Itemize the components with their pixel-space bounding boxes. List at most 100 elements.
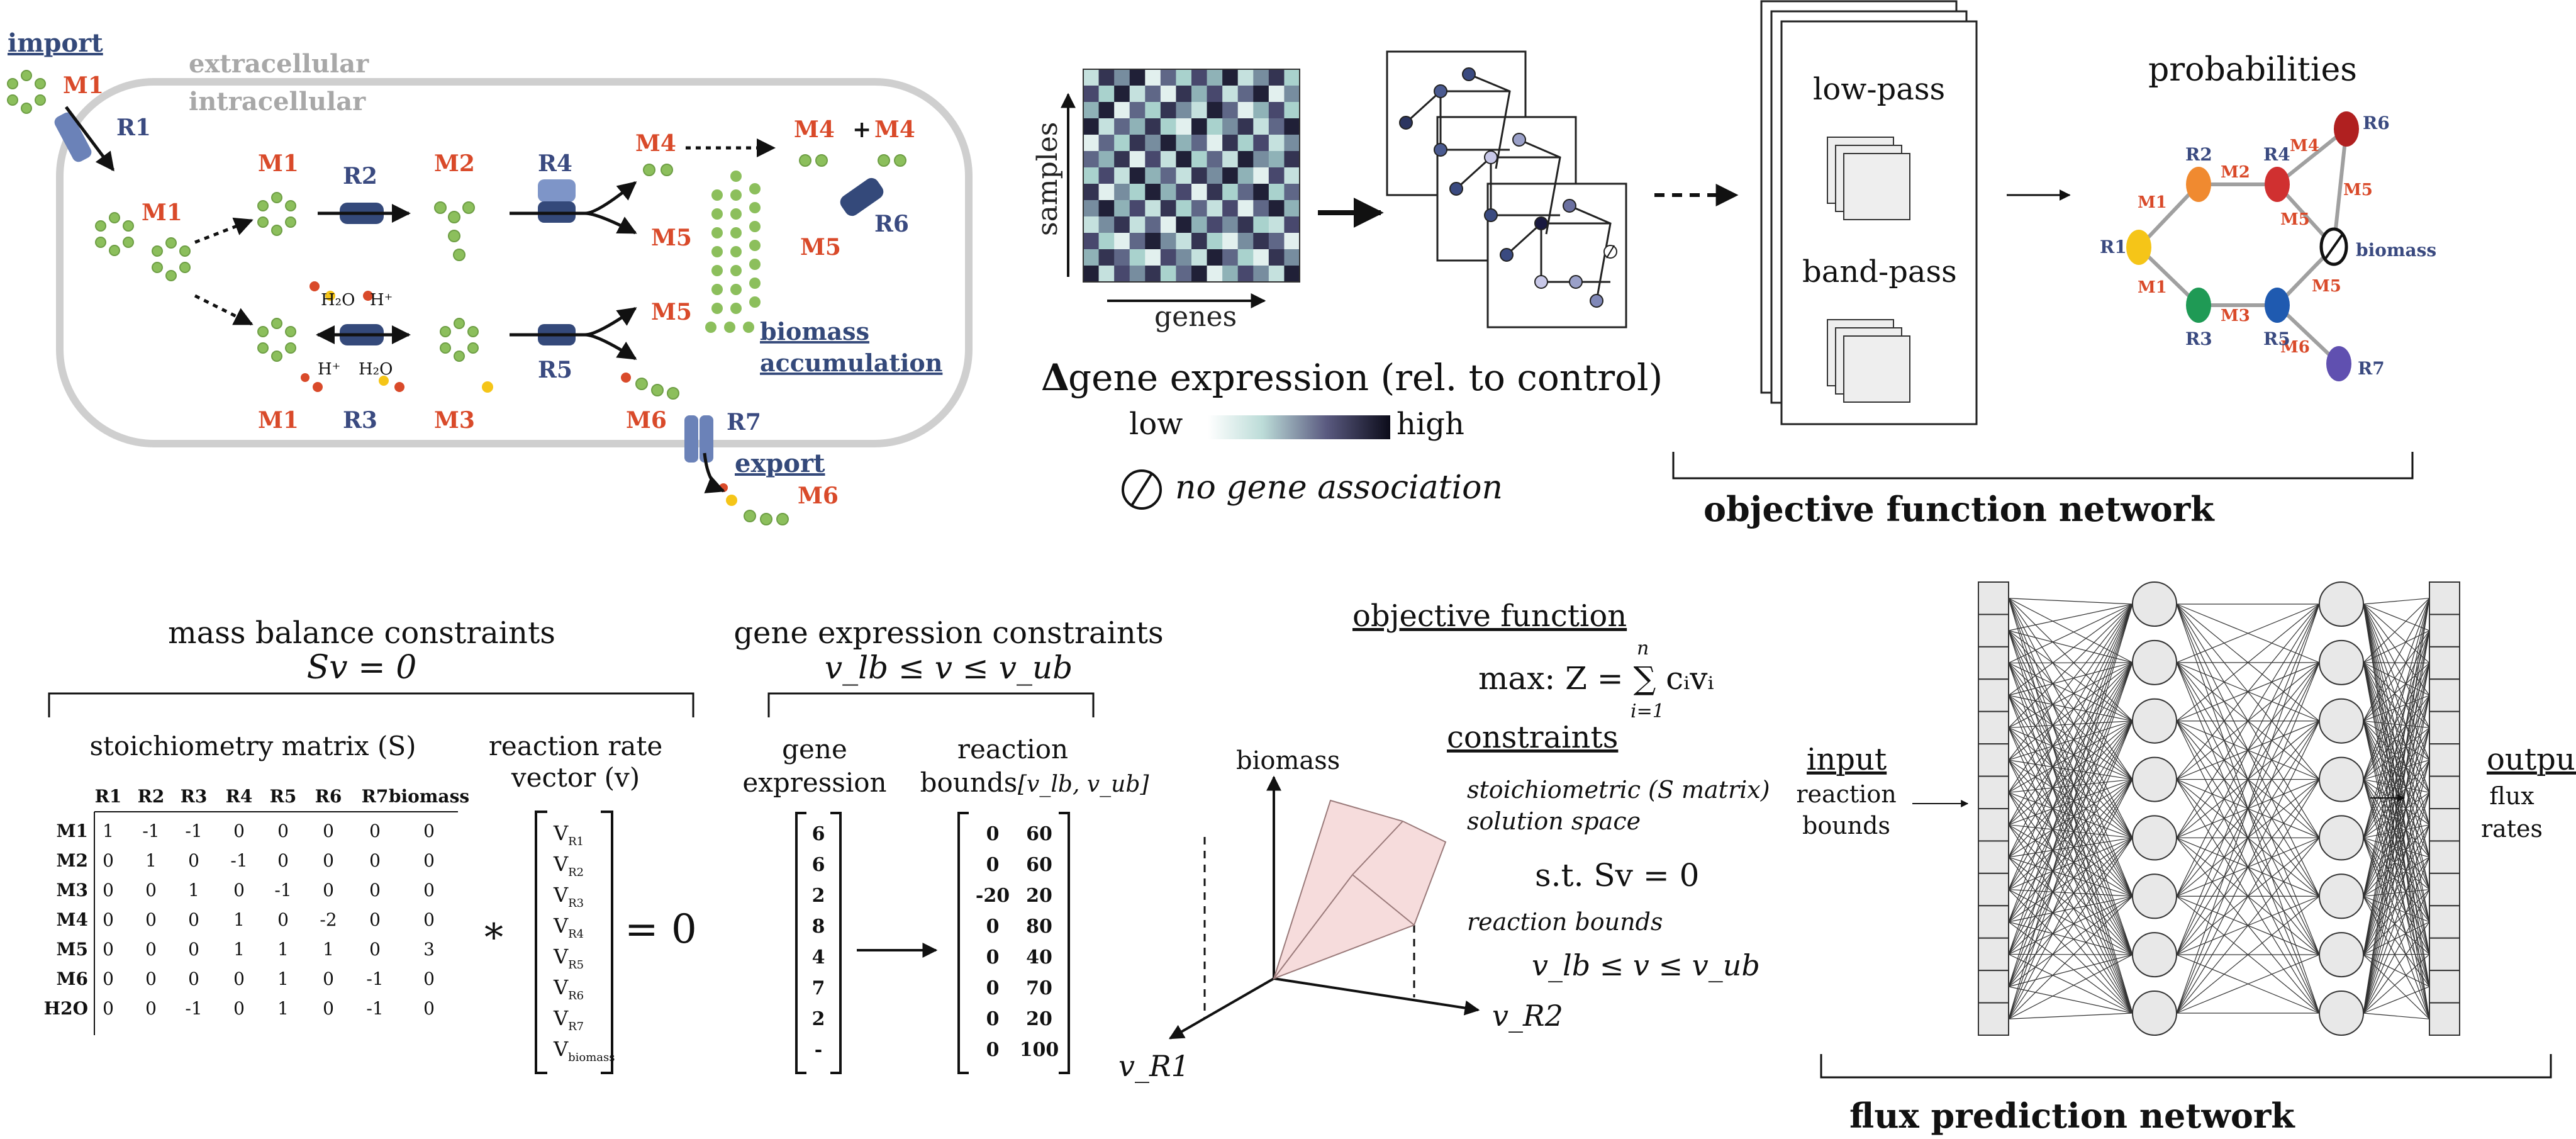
m2-label: M2	[434, 150, 475, 177]
h2o-bottom: H₂O	[359, 360, 393, 379]
heatmap-cell	[1207, 200, 1223, 217]
node-r6	[2334, 111, 2359, 147]
matrix-row-header: M4	[57, 909, 88, 930]
heatmap-cell	[1176, 102, 1192, 119]
nn-hidden-node	[2319, 698, 2364, 744]
nn-input-cell	[1978, 710, 2009, 745]
matrix-cell: 1	[103, 821, 114, 841]
m5-bottom-label: M5	[651, 299, 692, 325]
heatmap-cell	[1176, 167, 1192, 184]
nn-hidden-node	[2132, 698, 2177, 744]
mass-balance-equation: Sv = 0	[307, 649, 417, 687]
nn-hidden-node	[2132, 815, 2177, 861]
cell-arrows	[65, 106, 776, 493]
heatmap-cell	[1268, 249, 1285, 266]
nn-hidden-node	[2132, 581, 2177, 627]
matrix-cell: 0	[145, 998, 157, 1019]
heatmap-cell	[1253, 69, 1269, 86]
matrix-cell: 0	[188, 850, 199, 871]
stoich-matrix: R1 R2 R3 R4 R5 R6 R7 biomass M1 1 -1 -1 0 0 0 0 0 M2 0 1 0 -1…	[44, 786, 469, 1019]
r4-label: R4	[538, 150, 572, 177]
heatmap-cell	[1098, 233, 1115, 250]
matrix-col-header: R3	[181, 786, 208, 807]
heatmap-cell	[1083, 200, 1100, 217]
heatmap-cell	[1207, 167, 1223, 184]
heatmap-cell	[1237, 233, 1254, 250]
nn-output-cell	[2429, 775, 2460, 809]
intracellular-label: intracellular	[189, 87, 366, 116]
matrix-cell: 0	[369, 850, 381, 871]
matrix-cell: -1	[142, 821, 159, 841]
heatmap-cell	[1284, 249, 1300, 266]
stoich-text-2: solution space	[1467, 807, 1641, 835]
nn-output-cell	[2429, 872, 2460, 907]
heatmap-cell	[1284, 233, 1300, 250]
lower-bound-value: -20	[976, 885, 1010, 907]
heatmap-cell	[1083, 184, 1100, 201]
input-2: bounds	[1802, 812, 1890, 839]
matrix-cell: 0	[277, 909, 289, 930]
heatmap-cell	[1160, 102, 1176, 119]
heatmap-cell	[1253, 167, 1269, 184]
heatmap-cell	[1222, 118, 1239, 135]
heatmap-cell	[1098, 249, 1115, 266]
heatmap-cell	[1176, 233, 1192, 250]
nn-output-cell	[2429, 808, 2460, 842]
matrix-cell: 1	[277, 998, 289, 1019]
optimization-panel: objective function max: Z = ∑ cᵢvᵢ n i=1…	[1118, 598, 1770, 1083]
matrix-cell: 0	[423, 880, 435, 901]
expression-title: gene expression (rel. to control)	[1068, 356, 1663, 399]
heatmap-cell	[1222, 167, 1239, 184]
gene-col-1: gene	[782, 734, 847, 765]
matrix-cell: -1	[274, 880, 291, 901]
heatmap-cell	[1191, 151, 1208, 168]
heatmap-cell	[1129, 167, 1146, 184]
heatmap-cell	[1083, 167, 1100, 184]
matrix-cell: 0	[277, 821, 289, 841]
bounds-interval: [v_lb, v_ub]	[1018, 771, 1149, 797]
upper-bound-value: 40	[1026, 946, 1052, 968]
heatmap-cell	[1191, 200, 1208, 217]
probabilities-label: probabilities	[2148, 51, 2357, 89]
node-r6-label: R6	[2363, 113, 2390, 133]
m4-plus: +	[852, 116, 871, 143]
m6-label: M6	[626, 407, 667, 434]
molecule-m1	[257, 192, 296, 236]
matrix-col-header: R5	[270, 786, 297, 807]
heatmap-cell	[1098, 86, 1115, 103]
h2o-top: H₂O	[321, 291, 355, 310]
heatmap-cell	[1114, 135, 1130, 152]
matrix-cell: 0	[323, 998, 334, 1019]
matrix-cell: -1	[185, 821, 202, 841]
matrix-cell: 0	[369, 939, 381, 960]
nn-hidden-node	[2319, 873, 2364, 919]
matrix-row-header: M3	[57, 880, 88, 901]
heatmap-cell	[1160, 266, 1176, 283]
nn-hidden-node	[2319, 932, 2364, 978]
heatmap-cell	[1253, 135, 1269, 152]
prob-nodes	[2126, 111, 2359, 381]
heatmap-cell	[1222, 184, 1239, 201]
stoich-text-1: stoichiometric (S matrix)	[1467, 776, 1770, 804]
heatmap-cell	[1207, 69, 1223, 86]
matrix-cell: 0	[423, 968, 435, 989]
heatmap-cell	[1237, 118, 1254, 135]
matrix-row-header: M2	[57, 850, 88, 871]
nn-output-cell	[2429, 937, 2460, 972]
heatmap-cell	[1207, 216, 1223, 233]
vector-entry: VR7	[553, 1006, 584, 1033]
input-1: reaction	[1796, 780, 1896, 808]
heatmap-cell	[1284, 86, 1300, 103]
atoms	[301, 281, 737, 506]
heatmap-cell	[1145, 86, 1161, 103]
heatmap-cell	[1114, 233, 1130, 250]
heatmap-cell	[1237, 102, 1254, 119]
heatmap-cell	[1145, 102, 1161, 119]
heatmap-cell	[1083, 233, 1100, 250]
nn-hidden-node	[2132, 873, 2177, 919]
heatmap-cell	[1253, 151, 1269, 168]
vector-entry: VR4	[553, 914, 584, 941]
heatmap-cell	[1222, 151, 1239, 168]
heatmap-cell	[1207, 86, 1223, 103]
sum-bottom: i=1	[1631, 700, 1664, 722]
